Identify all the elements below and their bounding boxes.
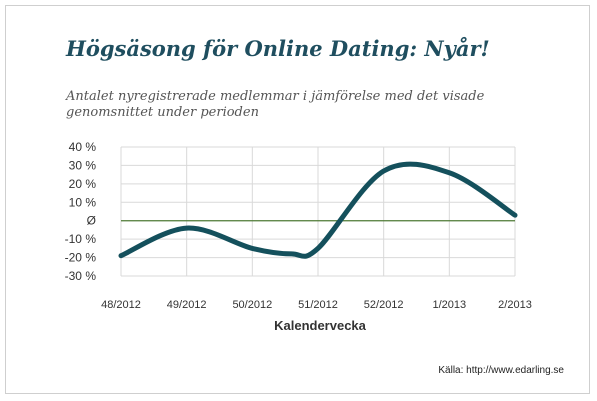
x-tick-label: 1/2013 [433,299,467,311]
y-tick-labels: 40 % 30 % 20 % 10 % Ø -10 % -20 % -30 % [65,140,97,283]
chart-title: Högsäsong för Online Dating: Nyår! [66,36,490,61]
y-tick-label: -20 % [65,251,97,265]
x-tick-label: 2/2013 [498,299,532,311]
x-axis-label: Kalendervecka [274,318,366,333]
chart-subtitle: Antalet nyregistrerade medlemmar i jämfö… [66,89,485,120]
y-tick-label: -10 % [65,232,97,246]
x-tick-label: 51/2012 [298,299,338,311]
x-tick-label: 50/2012 [232,299,272,311]
x-tick-label: 48/2012 [101,299,141,311]
series-layer [118,161,518,259]
grid-layer [120,146,516,277]
y-tick-label: 20 % [69,177,97,191]
y-tick-label: -30 % [65,269,97,283]
series-line [118,161,518,259]
x-tick-labels: 48/2012 49/2012 50/2012 51/2012 52/2012 1/201… [101,299,532,311]
y-tick-label: 10 % [69,195,97,209]
chart-frame [5,5,590,394]
y-tick-label: 30 % [69,158,97,172]
source-credit: Källa: http://www.edarling.se [438,365,564,376]
x-tick-label: 52/2012 [364,299,404,311]
x-tick-label: 49/2012 [167,299,207,311]
y-tick-label: Ø [87,214,96,228]
y-tick-label: 40 % [69,140,97,154]
